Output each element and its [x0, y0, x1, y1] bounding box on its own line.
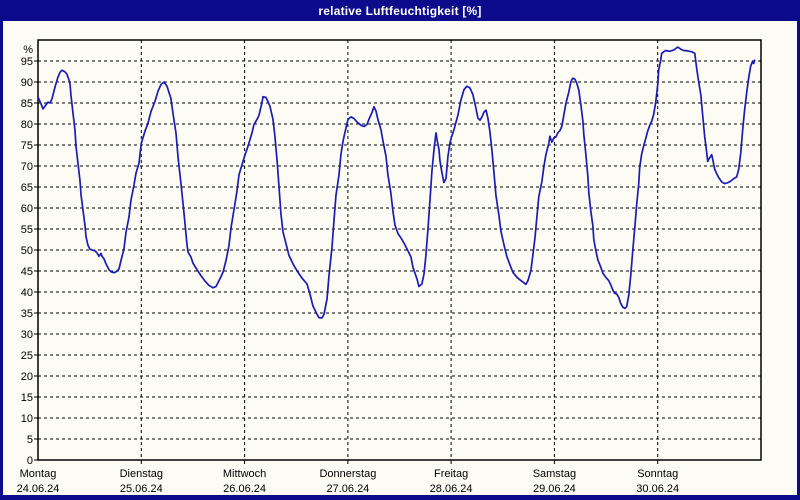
y-tick-label: 30 — [21, 329, 33, 341]
x-day-label: Samstag — [533, 468, 576, 480]
y-tick-label: 20 — [21, 371, 33, 383]
y-tick-label: 70 — [21, 161, 33, 173]
y-tick-label: 10 — [21, 413, 33, 425]
y-tick-label: 90 — [21, 77, 33, 89]
y-tick-label: 50 — [21, 245, 33, 257]
y-tick-label: 45 — [21, 266, 33, 278]
humidity-series-line — [37, 46, 756, 319]
x-date-label: 30.06.24 — [636, 483, 679, 495]
y-tick-label: 25 — [21, 350, 33, 362]
plot-border — [37, 39, 762, 461]
y-axis-unit-label: % — [23, 44, 33, 56]
y-tick-label: 0 — [27, 455, 33, 467]
title-bar: relative Luftfeuchtigkeit [%] — [0, 0, 800, 21]
x-day-label: Freitag — [434, 468, 468, 480]
y-tick-label: 5 — [27, 434, 33, 446]
y-tick-label: 60 — [21, 203, 33, 215]
humidity-line-chart: 0 5 10 15 20 25 30 35 40 45 50 55 60 65 70 75 80 85 90 95% M… — [17, 39, 762, 495]
x-date-label: 26.06.24 — [223, 483, 266, 495]
y-tick-label: 65 — [21, 182, 33, 194]
y-tick-label: 55 — [21, 224, 33, 236]
x-date-label: 28.06.24 — [430, 483, 473, 495]
x-date-label: 25.06.24 — [120, 483, 163, 495]
x-day-label: Donnerstag — [319, 468, 376, 480]
y-tick-label: 35 — [21, 308, 33, 320]
chart-area: 0 5 10 15 20 25 30 35 40 45 50 55 60 65 70 75 80 85 90 95% M… — [3, 21, 797, 500]
x-day-label: Montag — [20, 468, 57, 480]
x-day-label: Sonntag — [637, 468, 678, 480]
x-date-label: 27.06.24 — [326, 483, 369, 495]
y-tick-label: 95 — [21, 56, 33, 68]
window-title: relative Luftfeuchtigkeit [%] — [318, 3, 482, 18]
y-tick-label: 40 — [21, 287, 33, 299]
x-date-label: 29.06.24 — [533, 483, 576, 495]
y-tick-label: 80 — [21, 119, 33, 131]
y-tick-label: 85 — [21, 98, 33, 110]
x-day-label: Dienstag — [120, 468, 163, 480]
y-tick-label: 75 — [21, 140, 33, 152]
y-tick-label: 15 — [21, 392, 33, 404]
x-day-label: Mittwoch — [223, 468, 266, 480]
x-date-label: 24.06.24 — [17, 483, 60, 495]
